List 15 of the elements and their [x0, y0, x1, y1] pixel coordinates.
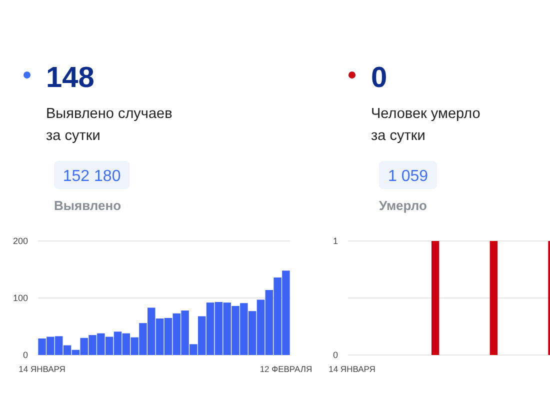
- text: 152 180: [62, 168, 121, 185]
- x-tick-label: 14 ЯНВАРЯ: [328, 364, 376, 374]
- y-tick-label: 200: [12, 236, 28, 246]
- text: 148: [46, 62, 94, 94]
- x-tick-label: 14 ЯНВАРЯ: [18, 364, 66, 374]
- text: Умерло: [379, 198, 427, 213]
- text: 0: [371, 62, 388, 94]
- text: Выявлено: [54, 198, 122, 213]
- text: 1 059: [388, 168, 428, 185]
- y-tick-label: 1: [332, 236, 338, 246]
- y-tick-label: 100: [12, 293, 28, 304]
- y-tick-label: 0: [22, 350, 28, 360]
- x-tick-label: 12 ФЕВРАЛЯ: [260, 364, 312, 374]
- text: Человек умерло за сутки: [371, 106, 480, 144]
- text: Выявлено случаев за сутки: [46, 106, 173, 144]
